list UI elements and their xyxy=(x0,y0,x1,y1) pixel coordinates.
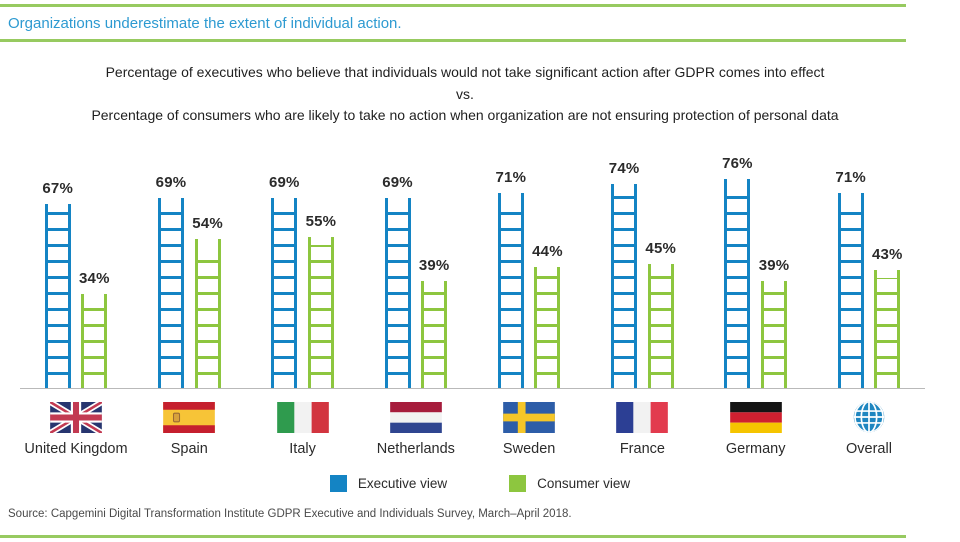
executive-ladder-bar xyxy=(271,198,298,389)
chart-baseline xyxy=(20,388,925,390)
executive-value-label: 71% xyxy=(495,169,527,187)
consumer-bar-wrap: 55% xyxy=(305,213,337,389)
ladder-pair: 71% 43% xyxy=(835,143,903,389)
subtitle-line-executives: Percentage of executives who believe tha… xyxy=(105,64,825,80)
country-label: Spain xyxy=(170,441,208,458)
page-title: Organizations underestimate the extent o… xyxy=(8,15,402,32)
executive-ladder-bar xyxy=(611,184,638,389)
title-underline xyxy=(0,39,906,42)
legend-label-consumer: Consumer view xyxy=(537,476,631,492)
executive-ladder-bar xyxy=(157,198,184,389)
flag-netherlands xyxy=(390,401,442,433)
consumer-value-label: 43% xyxy=(871,246,903,264)
flag-united-kingdom xyxy=(50,401,102,433)
executive-ladder-bar xyxy=(44,204,71,389)
ladder-pair: 74% 45% xyxy=(608,143,677,389)
ladder-pair: 69% 54% xyxy=(155,143,223,389)
consumer-value-label: 45% xyxy=(645,240,677,258)
executive-ladder-bar xyxy=(497,193,524,389)
executive-bar-wrap: 69% xyxy=(155,174,187,389)
consumer-bar-wrap: 54% xyxy=(192,215,223,389)
bottom-accent-line xyxy=(0,535,906,538)
country-label: Sweden xyxy=(502,441,556,458)
executive-value-label: 71% xyxy=(835,169,866,187)
consumer-ladder-bar xyxy=(761,281,787,389)
ladder-pair: 67% 34% xyxy=(42,143,110,389)
executive-bar-wrap: 69% xyxy=(382,174,413,389)
flag-germany xyxy=(729,401,782,433)
consumer-bar-wrap: 43% xyxy=(871,246,903,389)
chart-legend: Executive view Consumer view xyxy=(0,475,960,493)
chart-groups: 67% 34% United Kingdom 69% 54% Spain xyxy=(20,143,925,457)
executive-ladder-bar xyxy=(724,179,751,389)
country-group: 67% 34% United Kingdom xyxy=(20,143,132,457)
consumer-ladder-bar xyxy=(194,239,221,389)
executive-value-label: 69% xyxy=(268,174,300,192)
executive-value-label: 69% xyxy=(382,174,413,192)
consumer-value-label: 39% xyxy=(758,257,790,275)
country-label: France xyxy=(619,441,665,458)
executive-swatch xyxy=(329,475,347,493)
executive-bar-wrap: 69% xyxy=(268,174,300,389)
consumer-bar-wrap: 45% xyxy=(645,240,677,389)
executive-bar-wrap: 74% xyxy=(608,160,640,389)
consumer-value-label: 39% xyxy=(418,257,450,275)
country-group: 69% 55% Italy xyxy=(247,143,359,457)
ladder-pair: 69% 55% xyxy=(268,143,337,389)
executive-bar-wrap: 76% xyxy=(722,155,753,389)
legend-item-executive: Executive view xyxy=(329,475,448,493)
country-label: Germany xyxy=(725,441,786,458)
ladder-pair: 69% 39% xyxy=(382,143,450,389)
country-label: Italy xyxy=(289,441,316,458)
consumer-ladder-bar xyxy=(534,267,561,389)
executive-value-label: 69% xyxy=(155,174,187,192)
consumer-ladder-bar xyxy=(307,237,334,389)
executive-value-label: 67% xyxy=(42,180,73,198)
country-label: Netherlands xyxy=(376,441,455,458)
country-group: 74% 45% France xyxy=(586,143,698,457)
flag-france xyxy=(616,401,669,433)
flag-spain xyxy=(163,401,216,433)
flag-italy xyxy=(276,401,329,433)
legend-item-consumer: Consumer view xyxy=(509,475,631,493)
subtitle-line-consumers: Percentage of consumers who are likely t… xyxy=(91,107,839,124)
ladder-pair: 71% 44% xyxy=(495,143,563,389)
executive-bar-wrap: 67% xyxy=(42,180,73,389)
chart-subtitle: Percentage of executives who believe tha… xyxy=(0,62,930,127)
country-label: Overall xyxy=(846,441,892,458)
country-group: 71% 43% Overall xyxy=(813,143,925,457)
consumer-bar-wrap: 39% xyxy=(418,257,450,389)
executive-bar-wrap: 71% xyxy=(495,169,527,389)
country-group: 71% 44% Sweden xyxy=(473,143,585,457)
country-group: 69% 39% Netherlands xyxy=(360,143,472,457)
globe-overall-icon xyxy=(852,401,886,433)
consumer-bar-wrap: 34% xyxy=(79,270,110,389)
executive-value-label: 74% xyxy=(608,160,640,178)
country-group: 76% 39% Germany xyxy=(700,143,812,457)
legend-label-executive: Executive view xyxy=(357,476,448,492)
consumer-value-label: 34% xyxy=(79,270,110,288)
subtitle-line-vs: vs. xyxy=(456,85,474,102)
ladder-chart: 67% 34% United Kingdom 69% 54% Spain xyxy=(20,143,925,457)
executive-value-label: 76% xyxy=(722,155,753,173)
consumer-swatch xyxy=(509,475,527,493)
country-group: 69% 54% Spain xyxy=(133,143,245,457)
executive-ladder-bar xyxy=(384,198,411,389)
consumer-ladder-bar xyxy=(874,270,901,389)
executive-bar-wrap: 71% xyxy=(835,169,866,389)
ladder-pair: 76% 39% xyxy=(722,143,790,389)
top-accent-line xyxy=(0,4,906,7)
executive-ladder-bar xyxy=(837,193,864,389)
consumer-value-label: 44% xyxy=(532,243,563,261)
consumer-ladder-bar xyxy=(647,264,674,389)
consumer-bar-wrap: 44% xyxy=(532,243,563,389)
country-label: United Kingdom xyxy=(24,441,128,458)
consumer-bar-wrap: 39% xyxy=(758,257,790,389)
consumer-value-label: 55% xyxy=(305,213,337,231)
consumer-ladder-bar xyxy=(421,281,448,389)
source-note: Source: Capgemini Digital Transformation… xyxy=(8,508,572,521)
consumer-value-label: 54% xyxy=(192,215,223,233)
consumer-ladder-bar xyxy=(81,294,108,389)
flag-sweden xyxy=(503,401,555,433)
